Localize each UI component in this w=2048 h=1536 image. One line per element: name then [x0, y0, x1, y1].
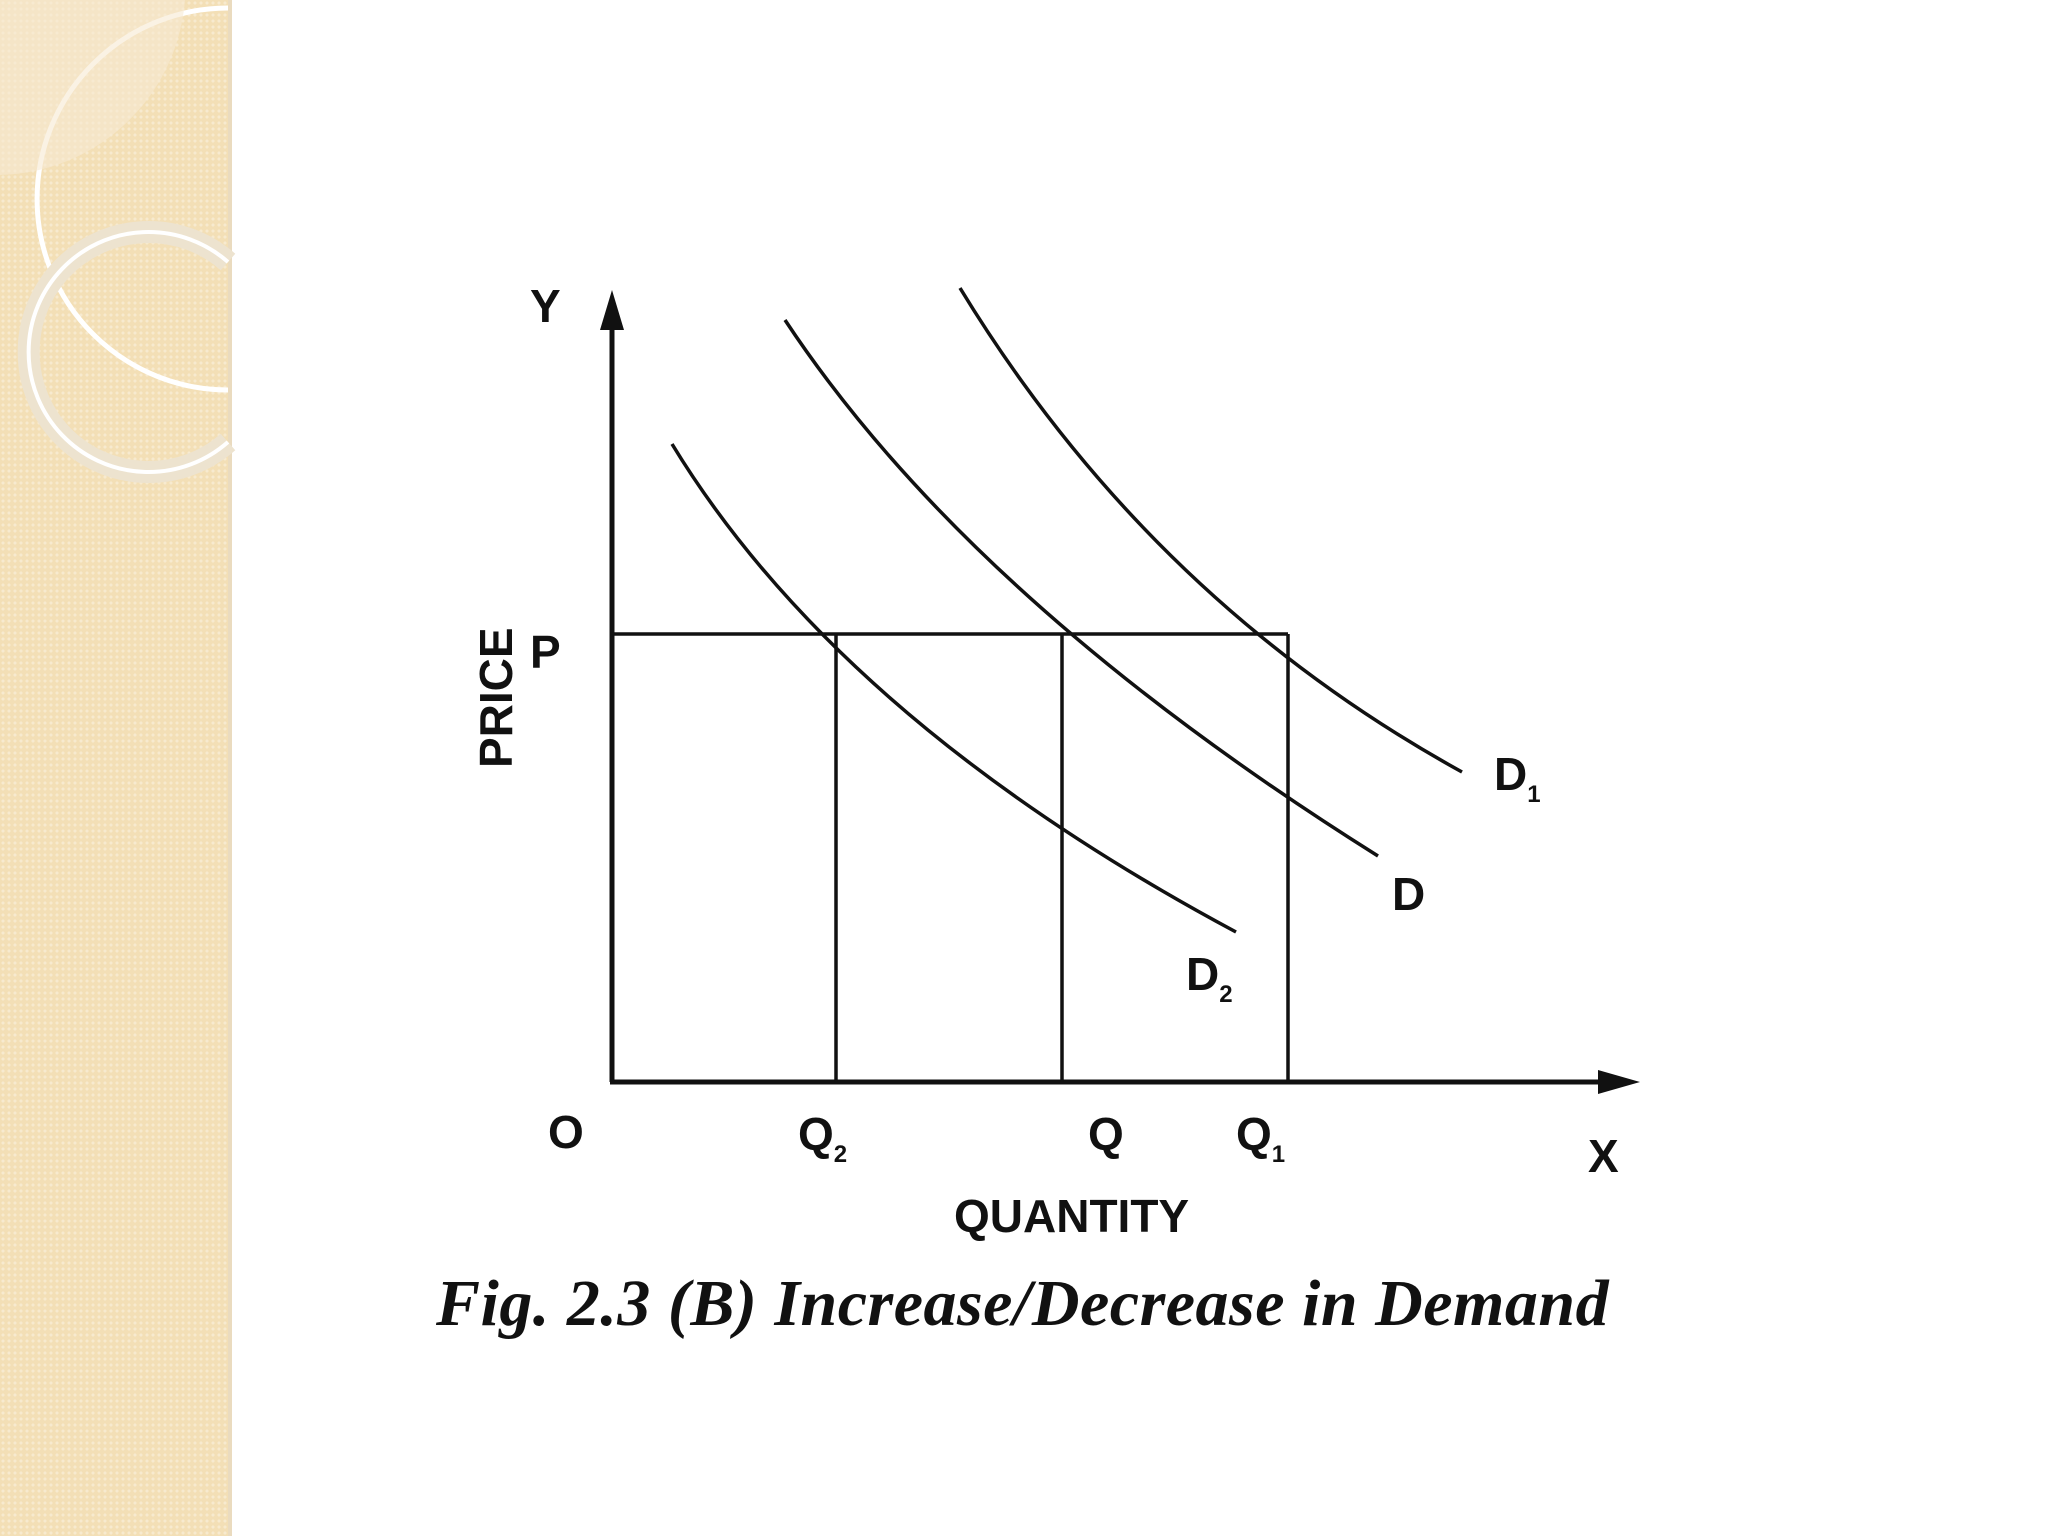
- q1-label: Q1: [1236, 1108, 1285, 1168]
- price-axis-title: PRICE: [470, 627, 522, 768]
- y-axis-label: Y: [530, 280, 561, 332]
- origin-label: O: [548, 1106, 584, 1158]
- d2-curve-label: D2: [1186, 948, 1233, 1008]
- q2-label: Q2: [798, 1108, 847, 1168]
- q-label: Q: [1088, 1108, 1124, 1160]
- price-level-label: P: [530, 626, 561, 678]
- demand-curve-d1: [958, 287, 1463, 774]
- y-axis-arrow: [600, 290, 624, 330]
- ring-arc-small-highlight: [26, 230, 230, 474]
- x-axis-label: X: [1588, 1130, 1619, 1182]
- d-curve-label: D: [1392, 868, 1425, 920]
- slide-sidebar: [0, 0, 230, 1536]
- ring-ornament: [0, 0, 236, 483]
- corner-wedge: [0, 0, 185, 175]
- demand-curve-d2: [670, 443, 1237, 934]
- quantity-axis-title: QUANTITY: [954, 1190, 1189, 1242]
- demand-curve-d: [783, 319, 1379, 858]
- figure-caption: Fig. 2.3 (B) Increase/Decrease in Demand: [436, 1267, 1610, 1340]
- d1-curve-label: D1: [1494, 748, 1541, 808]
- x-axis-arrow: [1598, 1070, 1640, 1094]
- sidebar-edge: [228, 0, 232, 1536]
